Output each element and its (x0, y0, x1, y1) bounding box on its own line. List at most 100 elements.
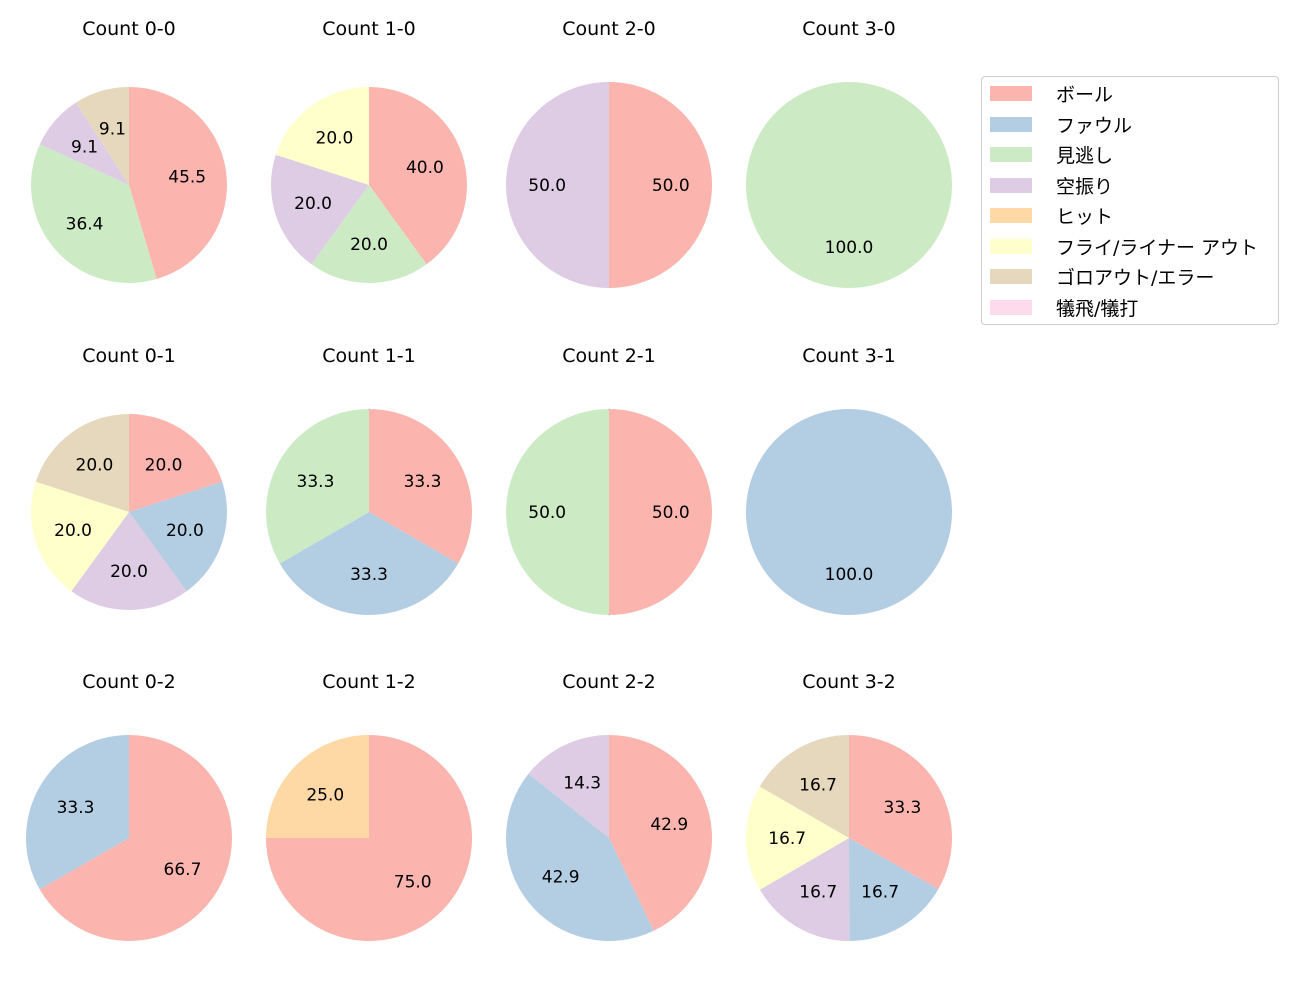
slice-value-label: 75.0 (394, 873, 432, 893)
pie-slice (506, 82, 609, 288)
pie-slice (266, 409, 369, 564)
pie-title: Count 0-0 (82, 18, 176, 40)
pie-chart: Count 0-2 66.7 33.3 (25, 671, 233, 941)
legend-swatch (990, 116, 1032, 132)
slice-value-label: 50.0 (528, 176, 566, 196)
legend-label: ボール (1056, 83, 1114, 106)
slice-value-label: 33.3 (884, 798, 922, 818)
legend-item: 見逃し (990, 144, 1113, 167)
slice-value-label: 20.0 (145, 455, 183, 475)
pie-title: Count 3-1 (802, 345, 896, 367)
pie-title: Count 3-0 (802, 18, 896, 40)
legend-item: ファウル (990, 114, 1132, 137)
pie-slice (129, 87, 227, 280)
pie-title: Count 2-2 (562, 671, 656, 693)
pie-chart: Count 2-0 50.0 50.0 (506, 18, 712, 288)
pie-slice (609, 82, 712, 288)
pie-slice (25, 735, 129, 890)
slice-value-label: 42.9 (542, 868, 580, 888)
pie-slice (35, 414, 129, 512)
pie-title: Count 2-1 (562, 345, 656, 367)
legend: ボール ファウル 見逃し 空振り ヒット フライ/ライナー アウト ゴロアウト/… (981, 76, 1279, 325)
pie-chart: Count 0-0 45.5 36.4 9.19.1 (31, 18, 227, 283)
slice-value-label: 20.0 (110, 562, 148, 582)
legend-label: 犠飛/犠打 (1056, 297, 1139, 320)
pie-slice (271, 154, 369, 265)
pie-slice (528, 735, 609, 838)
pie-slice (31, 144, 157, 283)
slice-value-label: 100.0 (825, 238, 874, 258)
pie-slice (30, 481, 129, 592)
legend-item: 空振り (990, 175, 1113, 198)
pie-slice (266, 735, 369, 838)
pie-chart: Count 0-1 20.0 20.0 20.0 20.0 20.0 (30, 345, 227, 611)
pie-chart: Count 3-2 33.3 16.7 16.7 16.7 16.7 (745, 671, 952, 941)
slice-value-label: 33.3 (350, 565, 388, 585)
pie-slice (39, 102, 129, 185)
slice-value-label: 9.1 (99, 120, 126, 140)
pie-title: Count 0-1 (82, 345, 176, 367)
slice-value-label: 16.7 (799, 883, 837, 903)
legend-item: フライ/ライナー アウト (990, 236, 1258, 259)
legend-swatch (990, 207, 1032, 223)
legend-item: ゴロアウト/エラー (990, 266, 1214, 289)
pie-slice (71, 512, 187, 611)
pie-slice (745, 786, 849, 890)
pie-slice (506, 773, 654, 941)
slice-value-label: 20.0 (316, 128, 354, 148)
slice-value-label: 20.0 (76, 455, 114, 475)
legend-label: 空振り (1056, 175, 1114, 198)
pie-title: Count 3-2 (802, 671, 896, 693)
slice-value-label: 40.0 (406, 158, 444, 178)
pie-chart: Count 2-1 50.0 50.0 (506, 345, 712, 615)
pie-slice (609, 409, 712, 615)
pie-slice (609, 735, 712, 931)
pie-slice (369, 87, 467, 265)
slice-value-label: 36.4 (66, 215, 104, 235)
slice-value-label: 50.0 (652, 503, 690, 523)
pie-chart: Count 3-0 100.0 (746, 18, 952, 288)
slice-value-label: 14.3 (563, 773, 601, 793)
pie-title: Count 1-2 (322, 671, 416, 693)
pie-slice (311, 185, 427, 283)
pie-chart: Count 1-1 33.3 33.3 33.3 (266, 345, 472, 615)
pie-title: Count 2-0 (562, 18, 656, 40)
legend-swatch (990, 85, 1032, 101)
legend-swatch (990, 238, 1032, 254)
pie-slice (39, 735, 233, 941)
legend-label: ファウル (1056, 114, 1133, 137)
legend-label: ゴロアウト/エラー (1056, 266, 1215, 289)
legend-label: フライ/ライナー アウト (1056, 236, 1259, 259)
pie-slice (849, 735, 952, 890)
pie-slice (129, 481, 227, 592)
slice-value-label: 20.0 (294, 194, 332, 214)
slice-value-label: 50.0 (652, 176, 690, 196)
pie-slice (759, 735, 849, 838)
legend-swatch (990, 268, 1032, 284)
slice-value-label: 42.9 (650, 815, 688, 835)
slice-value-label: 33.3 (404, 472, 442, 492)
legend-swatch (990, 146, 1032, 162)
pie-slice (759, 838, 850, 941)
slice-value-label: 16.7 (768, 829, 806, 849)
pie-chart: Count 1-0 40.0 20.0 20.0 20.0 (271, 18, 467, 283)
slice-value-label: 20.0 (350, 235, 388, 255)
pie-slice (849, 838, 939, 941)
pie-slice (275, 87, 369, 185)
pie-chart: Count 1-2 75.0 25.0 (266, 671, 472, 941)
slice-value-label: 20.0 (54, 521, 92, 541)
pie-slice (76, 87, 129, 185)
legend-swatch (990, 177, 1032, 193)
pie-slice (746, 82, 952, 288)
slice-value-label: 50.0 (528, 503, 566, 523)
slice-value-label: 45.5 (168, 168, 206, 188)
legend-item: ヒット (990, 205, 1113, 228)
slice-value-label: 100.0 (825, 565, 874, 585)
pie-chart: Count 3-1 100.0 (746, 345, 952, 615)
slice-value-label: 9.1 (71, 137, 98, 157)
legend-item: 犠飛/犠打 (990, 297, 1138, 320)
pie-slice (369, 409, 472, 564)
legend-item: ボール (990, 83, 1113, 106)
pie-title: Count 0-2 (82, 671, 176, 693)
slice-value-label: 25.0 (306, 785, 344, 805)
